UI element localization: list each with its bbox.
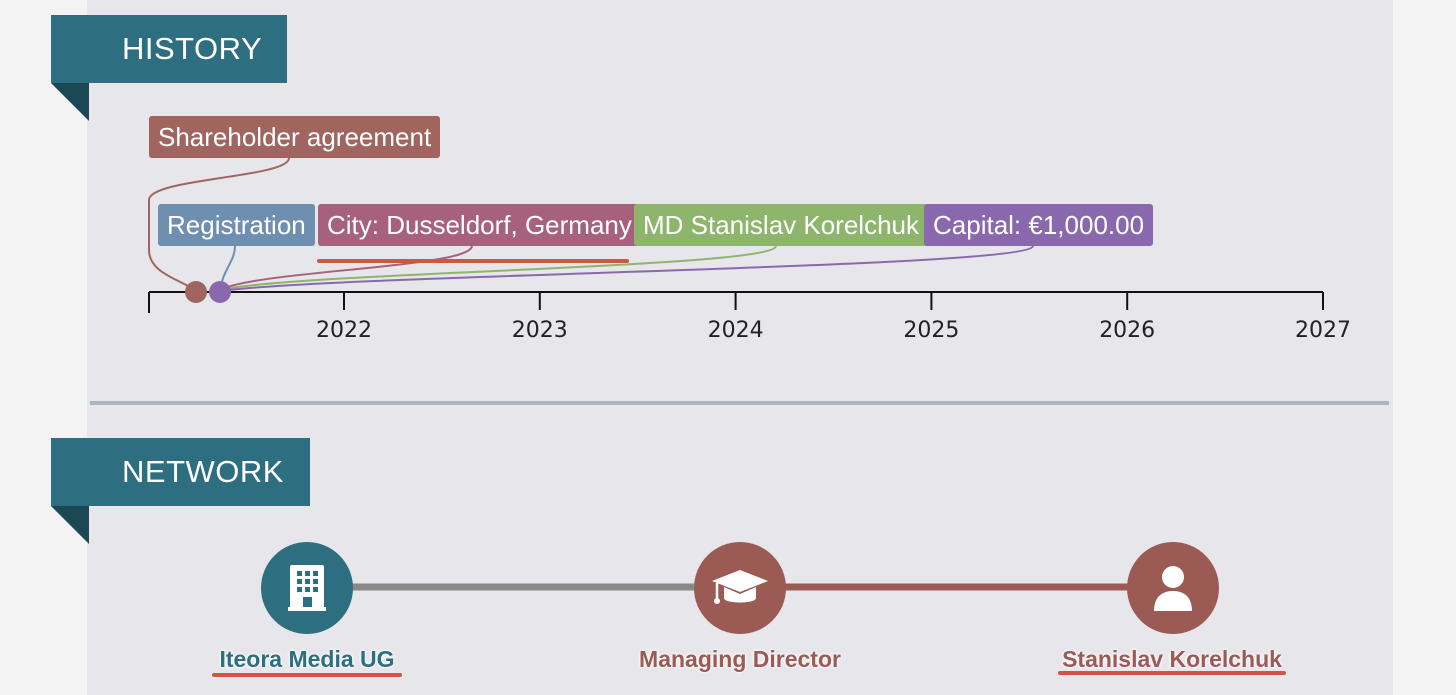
event-city-underline bbox=[317, 259, 629, 263]
event-label: Shareholder agreement bbox=[158, 122, 432, 152]
role-label: Managing Director bbox=[639, 646, 841, 673]
network-title: NETWORK bbox=[122, 454, 284, 489]
history-section-header: HISTORY bbox=[51, 15, 287, 83]
company-node[interactable] bbox=[261, 542, 353, 634]
event-managing-director[interactable]: MD Stanislav Korelchuk bbox=[634, 204, 928, 246]
person-link[interactable]: Stanislav Korelchuk bbox=[1062, 646, 1282, 673]
event-city[interactable]: City: Dusseldorf, Germany bbox=[318, 204, 641, 246]
event-shareholder-agreement[interactable]: Shareholder agreement bbox=[149, 116, 441, 158]
connector-shareholder-agreement bbox=[148, 157, 290, 293]
axis-tick-label: 2026 bbox=[1099, 318, 1156, 343]
network-section-header: NETWORK bbox=[51, 438, 310, 506]
event-dot-shareholder[interactable] bbox=[185, 281, 207, 303]
section-divider bbox=[90, 401, 1389, 405]
connector-md bbox=[219, 245, 777, 291]
graduation-cap-icon bbox=[712, 570, 768, 604]
role-name: Managing Director bbox=[639, 646, 841, 672]
history-ribbon-fold bbox=[51, 83, 89, 121]
company-link-underline bbox=[212, 673, 402, 677]
event-label: MD Stanislav Korelchuk bbox=[643, 210, 919, 240]
person-name: Stanislav Korelchuk bbox=[1062, 646, 1282, 672]
event-dot-registration[interactable] bbox=[209, 281, 231, 303]
event-label: Registration bbox=[167, 210, 306, 240]
network-ribbon-fold bbox=[51, 506, 89, 544]
axis-tick-label: 2025 bbox=[903, 318, 960, 343]
connector-city bbox=[219, 245, 473, 291]
person-node[interactable] bbox=[1127, 542, 1219, 634]
axis-tick-label: 2023 bbox=[511, 318, 568, 343]
event-label: Capital: €1,000.00 bbox=[933, 210, 1145, 240]
event-capital[interactable]: Capital: €1,000.00 bbox=[924, 204, 1154, 246]
building-icon bbox=[288, 565, 326, 611]
history-title: HISTORY bbox=[122, 31, 263, 66]
role-node[interactable] bbox=[694, 542, 786, 634]
company-link[interactable]: Iteora Media UG bbox=[219, 646, 394, 673]
company-name: Iteora Media UG bbox=[219, 646, 395, 672]
axis-tick-label: 2027 bbox=[1295, 318, 1351, 343]
person-link-underline bbox=[1058, 671, 1286, 675]
connector-capital bbox=[219, 245, 1034, 292]
event-label: City: Dusseldorf, Germany bbox=[327, 210, 632, 240]
axis-tick-label: 2024 bbox=[707, 318, 764, 343]
axis-tick-label: 2022 bbox=[316, 318, 372, 343]
person-icon bbox=[1154, 566, 1192, 611]
event-registration[interactable]: Registration bbox=[158, 204, 315, 246]
